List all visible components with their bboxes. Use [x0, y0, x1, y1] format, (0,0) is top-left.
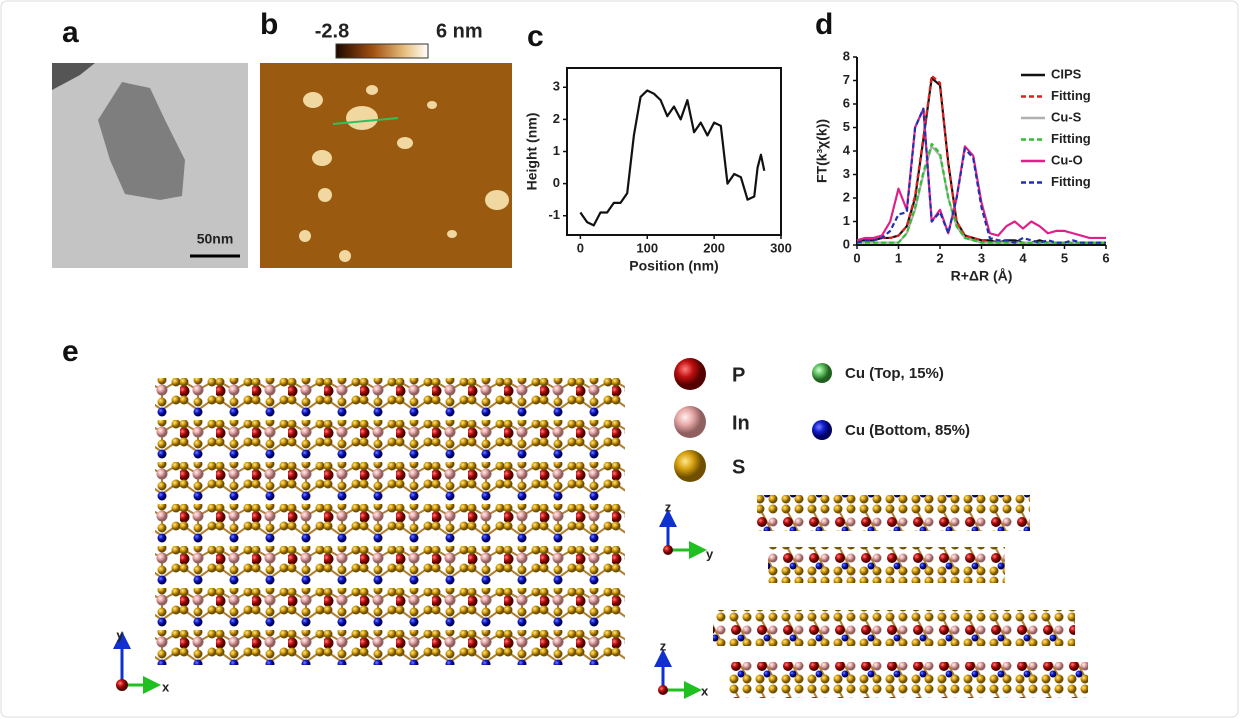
legend-atom: [674, 406, 706, 438]
colorbar-min: -2.8: [315, 20, 349, 42]
legend-label: Cu-O: [1051, 152, 1083, 167]
panel-label: e: [62, 335, 79, 368]
side-axes-2: z x: [654, 638, 709, 699]
x-tick-label: 2: [936, 250, 943, 265]
legend-label: Fitting: [1051, 88, 1091, 103]
x-tick-label: 0: [853, 250, 860, 265]
panel-label: d: [815, 8, 833, 41]
y-tick-label: 3: [553, 79, 560, 94]
legend-atom: [674, 358, 706, 390]
y-tick-label: 1: [553, 143, 560, 158]
y-tick-label: 0: [553, 175, 560, 190]
afm-flakes: [299, 85, 509, 262]
axis-name: y: [116, 627, 124, 642]
axis-name: y: [706, 546, 714, 561]
y-tick-label: 0: [843, 236, 850, 251]
side-view-lattice: [713, 610, 1075, 646]
y-tick-label: 6: [843, 95, 850, 110]
legend-label: Fitting: [1051, 174, 1091, 189]
profile-line: [332, 117, 399, 125]
x-tick-label: 3: [978, 250, 985, 265]
scale-bar-label: 50nm: [197, 231, 234, 247]
y-tick-label: 4: [843, 142, 851, 157]
x-tick-label: 300: [770, 240, 792, 255]
y-tick-label: -1: [548, 207, 560, 222]
x-tick-label: 200: [703, 240, 725, 255]
side-view-lattice: [727, 662, 1088, 698]
y-axis-title: FT(k³χ(k)): [814, 119, 830, 183]
top-axes: y x: [113, 627, 170, 694]
legend-atom: [812, 420, 832, 440]
side-view-lattice: [757, 495, 1030, 531]
legend-label: CIPS: [1051, 66, 1082, 81]
x-tick-label: 100: [636, 240, 658, 255]
x-tick-label: 5: [1061, 250, 1068, 265]
side-view-lattice: [768, 547, 1005, 583]
y-tick-label: 2: [553, 111, 560, 126]
legend-label: P: [732, 364, 745, 386]
y-tick-label: 3: [843, 166, 850, 181]
x-tick-label: 6: [1102, 250, 1109, 265]
x-axis-title: R+ΔR (Å): [951, 268, 1013, 284]
tem-edge: [52, 63, 95, 90]
line-series: [857, 142, 1106, 244]
legend-atom: [812, 363, 832, 383]
x-tick-label: 4: [1019, 250, 1027, 265]
legend-label: Fitting: [1051, 131, 1091, 146]
side-axes-1: z y: [659, 499, 714, 561]
colorbar: [335, 43, 429, 59]
panel-label: c: [527, 20, 544, 53]
x-axis-title: Position (nm): [629, 258, 718, 274]
line-series: [856, 107, 1106, 244]
y-tick-label: 5: [843, 119, 850, 134]
legend-label: Cu (Top, 15%): [845, 365, 944, 382]
x-tick-label: 0: [577, 240, 584, 255]
legend-label: S: [732, 456, 745, 478]
panel-label: b: [260, 8, 278, 41]
axis-name: x: [162, 679, 170, 694]
legend-label: Cu (Bottom, 85%): [845, 422, 970, 439]
legend-label: Cu-S: [1051, 109, 1082, 124]
line-series: [579, 89, 766, 227]
panel-label: a: [62, 16, 79, 49]
y-tick-label: 2: [843, 189, 850, 204]
y-tick-label: 8: [843, 48, 850, 63]
legend-label: In: [732, 412, 750, 434]
top-view-lattice: [155, 375, 625, 665]
colorbar-max: 6 nm: [436, 20, 483, 42]
y-tick-label: 7: [843, 72, 850, 87]
afm-image: [260, 63, 512, 268]
y-tick-label: 1: [843, 213, 850, 228]
y-axis-title: Height (nm): [524, 113, 540, 191]
axis-name: z: [660, 638, 667, 653]
legend-atom: [674, 450, 706, 482]
x-tick-label: 1: [895, 250, 902, 265]
axis-name: z: [665, 499, 672, 514]
line-series: [856, 107, 1106, 242]
tem-flake: [98, 82, 185, 200]
axis-name: x: [701, 683, 709, 698]
